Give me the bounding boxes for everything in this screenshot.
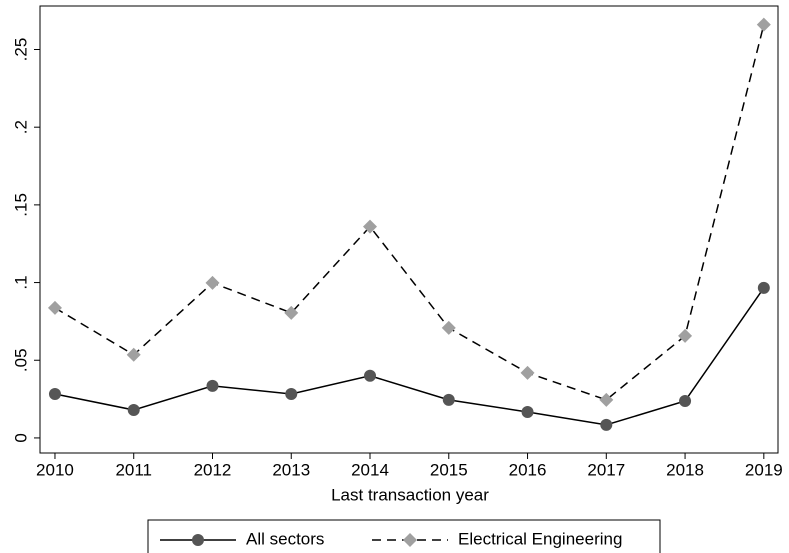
data-point (520, 365, 535, 380)
legend-marker (403, 533, 417, 547)
plot-frame (39, 5, 779, 454)
data-point (756, 17, 771, 32)
y-tick-label: 0 (11, 433, 30, 442)
data-point (363, 219, 378, 234)
x-axis-label: Last transaction year (331, 485, 489, 504)
data-point (206, 379, 219, 392)
series-line (54, 287, 765, 426)
y-tick-label: .15 (11, 193, 30, 217)
x-tick-label: 2013 (272, 460, 310, 479)
y-tick-label: .2 (11, 120, 30, 134)
data-point (127, 403, 140, 416)
data-point (48, 387, 61, 400)
x-tick-label: 2015 (430, 460, 468, 479)
legend-marker (192, 534, 204, 546)
y-tick-label: .25 (11, 38, 30, 62)
x-tick-label: 2010 (36, 460, 74, 479)
data-point (600, 418, 613, 431)
data-point (441, 320, 456, 335)
y-tick-label: .1 (11, 275, 30, 289)
data-point (126, 347, 141, 362)
data-point (757, 281, 770, 294)
data-point (205, 275, 220, 290)
data-point (442, 393, 455, 406)
data-point (679, 394, 692, 407)
data-point (521, 405, 534, 418)
legend-label: Electrical Engineering (458, 529, 622, 548)
x-tick-label: 2016 (509, 460, 547, 479)
y-tick-label: .05 (11, 348, 30, 372)
legend-box (147, 519, 661, 553)
x-tick-label: 2012 (194, 460, 232, 479)
data-point (678, 328, 693, 343)
x-tick-label: 2019 (745, 460, 783, 479)
x-tick-label: 2018 (666, 460, 704, 479)
x-tick-label: 2011 (115, 460, 152, 479)
data-point (284, 305, 299, 320)
x-tick-label: 2017 (587, 460, 625, 479)
data-point (599, 392, 614, 407)
series-line (54, 24, 765, 401)
data-point (364, 369, 377, 382)
x-tick-label: 2014 (351, 460, 389, 479)
data-point (47, 300, 62, 315)
legend-label: All sectors (246, 529, 324, 548)
data-point (285, 387, 298, 400)
